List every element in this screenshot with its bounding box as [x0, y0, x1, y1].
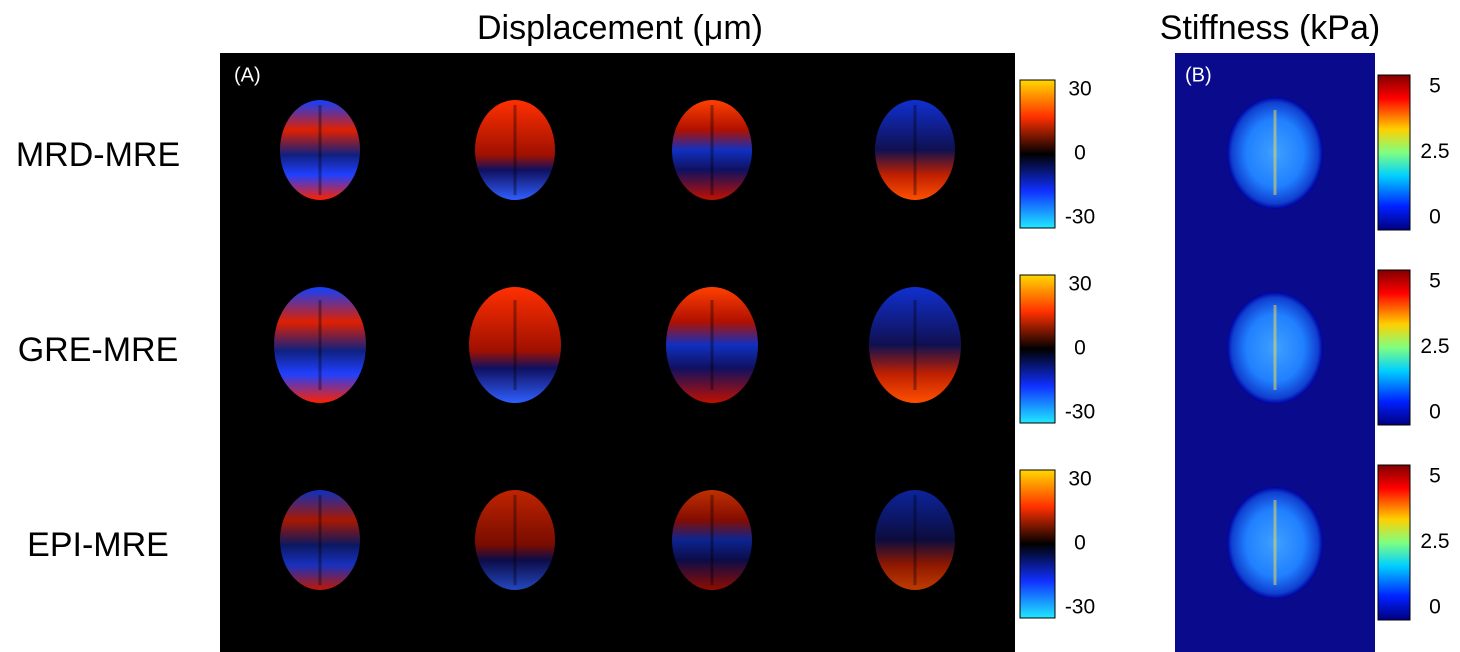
panel-label: (A)	[234, 64, 261, 86]
brain-image	[672, 100, 752, 200]
brain-image	[274, 287, 366, 403]
brain-image	[875, 490, 955, 590]
colorbar-tick-label: 0	[1429, 596, 1441, 619]
brain-image	[280, 490, 360, 590]
colorbar-tick-label: 0	[1429, 401, 1441, 424]
colorbar-tick-label: 30	[1068, 78, 1091, 101]
colorbar-tick-label: 0	[1074, 142, 1086, 165]
colorbar-tick-label: 30	[1068, 273, 1091, 296]
colorbar-tick-label: 2.5	[1420, 530, 1449, 553]
row-label: GRE-MRE	[18, 331, 179, 369]
row-label: MRD-MRE	[16, 136, 180, 174]
colorbar	[1377, 74, 1411, 231]
brain-image	[469, 287, 561, 403]
colorbar-tick-label: 5	[1429, 465, 1441, 488]
colorbar	[1377, 464, 1411, 621]
colorbar	[1019, 469, 1056, 619]
brain-image	[875, 100, 955, 200]
colorbar-tick-label: -30	[1065, 596, 1095, 619]
colorbar-tick-label: 2.5	[1420, 335, 1449, 358]
brain-image	[280, 100, 360, 200]
colorbar-tick-label: 5	[1429, 75, 1441, 98]
colorbar	[1377, 269, 1411, 426]
colorbar-tick-label: 30	[1068, 468, 1091, 491]
brain-image	[475, 100, 555, 200]
brain-image	[672, 490, 752, 590]
brain-image	[475, 490, 555, 590]
panel-label: (B)	[1185, 64, 1212, 86]
colorbar-tick-label: 5	[1429, 270, 1441, 293]
colorbar-tick-label: 2.5	[1420, 140, 1449, 163]
stiffness-title: Stiffness (kPa)	[1160, 9, 1380, 47]
colorbar-tick-label: 0	[1074, 532, 1086, 555]
colorbar-tick-label: -30	[1065, 401, 1095, 424]
colorbar	[1019, 274, 1056, 424]
displacement-title: Displacement (μm)	[477, 9, 763, 47]
brain-image	[666, 287, 758, 403]
brain-image	[869, 287, 961, 403]
colorbar-tick-label: -30	[1065, 206, 1095, 229]
colorbar-tick-label: 0	[1429, 206, 1441, 229]
row-label: EPI-MRE	[27, 526, 169, 564]
colorbar	[1019, 79, 1056, 229]
colorbar-tick-label: 0	[1074, 337, 1086, 360]
